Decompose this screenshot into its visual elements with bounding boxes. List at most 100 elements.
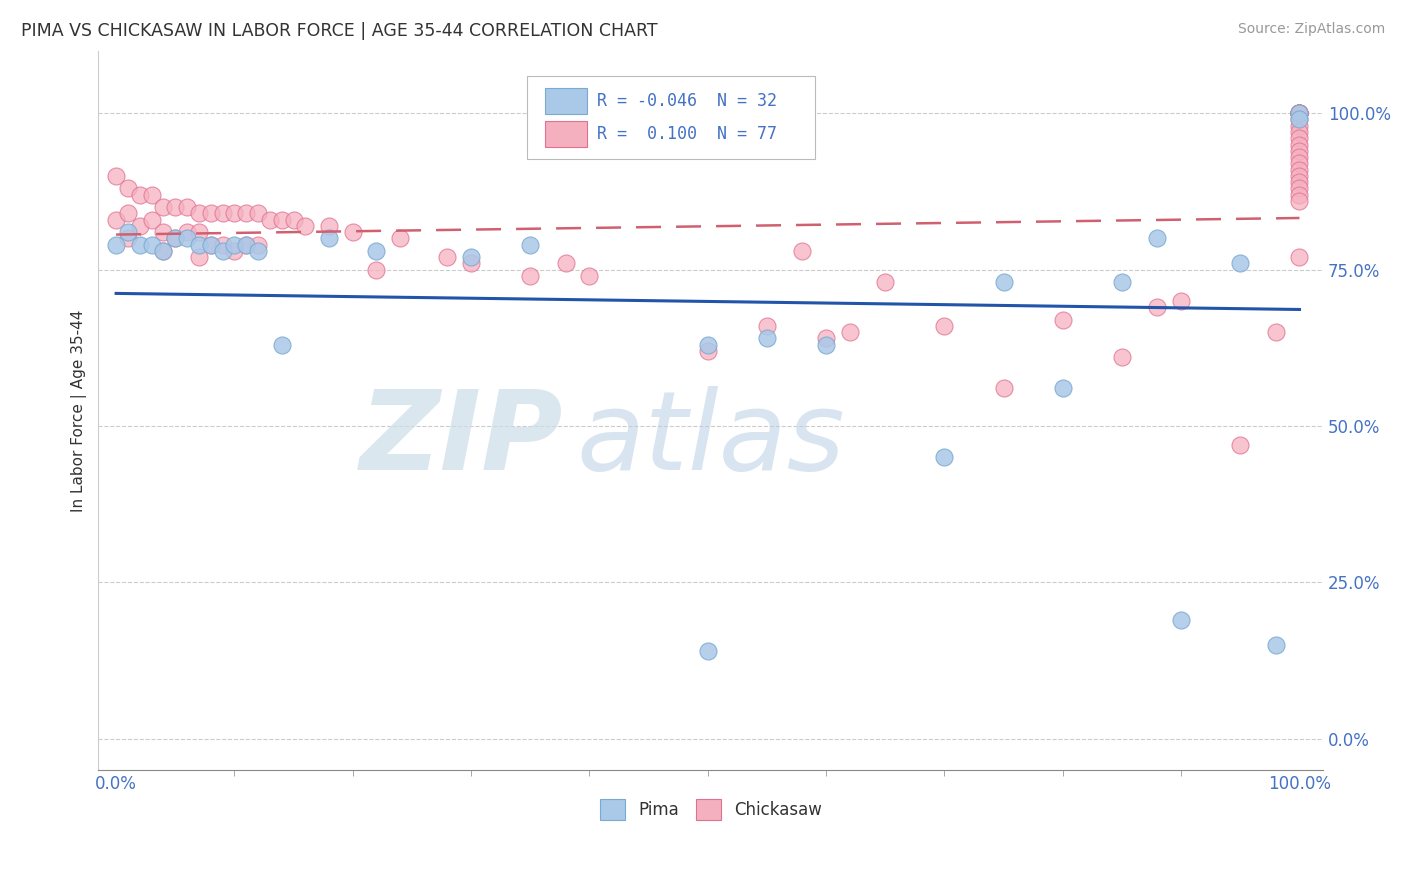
- Point: [792, 244, 814, 258]
- Point: [519, 268, 541, 283]
- Point: [187, 225, 209, 239]
- Point: [1288, 106, 1310, 120]
- Point: [176, 200, 198, 214]
- Point: [1264, 325, 1286, 339]
- Point: [578, 268, 600, 283]
- Point: [224, 237, 246, 252]
- Point: [934, 450, 956, 465]
- Point: [141, 212, 163, 227]
- Text: atlas: atlas: [576, 385, 845, 492]
- Point: [318, 231, 340, 245]
- Point: [1111, 275, 1133, 289]
- Point: [342, 225, 364, 239]
- Point: [247, 244, 270, 258]
- Point: [235, 237, 257, 252]
- Text: ZIP: ZIP: [360, 385, 564, 492]
- Y-axis label: In Labor Force | Age 35-44: In Labor Force | Age 35-44: [72, 310, 87, 511]
- Point: [366, 244, 388, 258]
- Point: [270, 212, 292, 227]
- Point: [875, 275, 897, 289]
- Point: [1052, 312, 1074, 326]
- Point: [152, 244, 174, 258]
- FancyBboxPatch shape: [527, 76, 815, 159]
- Point: [519, 237, 541, 252]
- Point: [1111, 350, 1133, 364]
- Point: [1146, 300, 1168, 314]
- Point: [1288, 150, 1310, 164]
- Point: [1264, 638, 1286, 652]
- Point: [128, 187, 150, 202]
- Point: [152, 200, 174, 214]
- Point: [117, 206, 139, 220]
- Point: [165, 200, 187, 214]
- Point: [283, 212, 305, 227]
- Point: [128, 219, 150, 233]
- Point: [1288, 119, 1310, 133]
- Point: [1288, 112, 1310, 127]
- Point: [389, 231, 412, 245]
- Point: [1288, 181, 1310, 195]
- Point: [211, 244, 233, 258]
- Point: [1146, 231, 1168, 245]
- Point: [1288, 106, 1310, 120]
- Point: [1288, 137, 1310, 152]
- Point: [1288, 250, 1310, 264]
- Point: [152, 244, 174, 258]
- Legend: Pima, Chickasaw: Pima, Chickasaw: [593, 793, 828, 826]
- Point: [1288, 131, 1310, 145]
- Point: [117, 231, 139, 245]
- Point: [176, 231, 198, 245]
- Point: [1288, 106, 1310, 120]
- Point: [247, 206, 270, 220]
- Point: [436, 250, 458, 264]
- Point: [554, 256, 576, 270]
- Point: [1288, 106, 1310, 120]
- Text: PIMA VS CHICKASAW IN LABOR FORCE | AGE 35-44 CORRELATION CHART: PIMA VS CHICKASAW IN LABOR FORCE | AGE 3…: [21, 22, 658, 40]
- Point: [247, 237, 270, 252]
- Point: [1170, 293, 1192, 308]
- Text: R = -0.046  N = 32: R = -0.046 N = 32: [596, 92, 778, 110]
- Point: [1288, 169, 1310, 183]
- Text: Source: ZipAtlas.com: Source: ZipAtlas.com: [1237, 22, 1385, 37]
- Point: [187, 250, 209, 264]
- Point: [105, 212, 128, 227]
- Point: [105, 237, 128, 252]
- Point: [1288, 175, 1310, 189]
- Point: [141, 237, 163, 252]
- Point: [105, 169, 128, 183]
- Point: [152, 225, 174, 239]
- Point: [460, 250, 482, 264]
- Point: [755, 318, 778, 333]
- Point: [200, 237, 222, 252]
- Point: [1170, 613, 1192, 627]
- Point: [165, 231, 187, 245]
- Point: [187, 206, 209, 220]
- Point: [1288, 144, 1310, 158]
- Point: [1288, 162, 1310, 177]
- Point: [460, 256, 482, 270]
- Point: [366, 262, 388, 277]
- Point: [815, 337, 838, 351]
- Point: [117, 225, 139, 239]
- Point: [128, 237, 150, 252]
- Point: [235, 206, 257, 220]
- Point: [141, 187, 163, 202]
- Point: [1288, 156, 1310, 170]
- FancyBboxPatch shape: [546, 121, 588, 147]
- Point: [224, 244, 246, 258]
- Point: [165, 231, 187, 245]
- Point: [224, 206, 246, 220]
- Point: [696, 343, 718, 358]
- Point: [696, 337, 718, 351]
- Point: [1229, 438, 1251, 452]
- Point: [993, 381, 1015, 395]
- Point: [235, 237, 257, 252]
- Point: [294, 219, 316, 233]
- Point: [200, 237, 222, 252]
- Point: [259, 212, 281, 227]
- Point: [696, 644, 718, 658]
- Point: [117, 181, 139, 195]
- Point: [318, 219, 340, 233]
- Point: [815, 331, 838, 345]
- Point: [187, 237, 209, 252]
